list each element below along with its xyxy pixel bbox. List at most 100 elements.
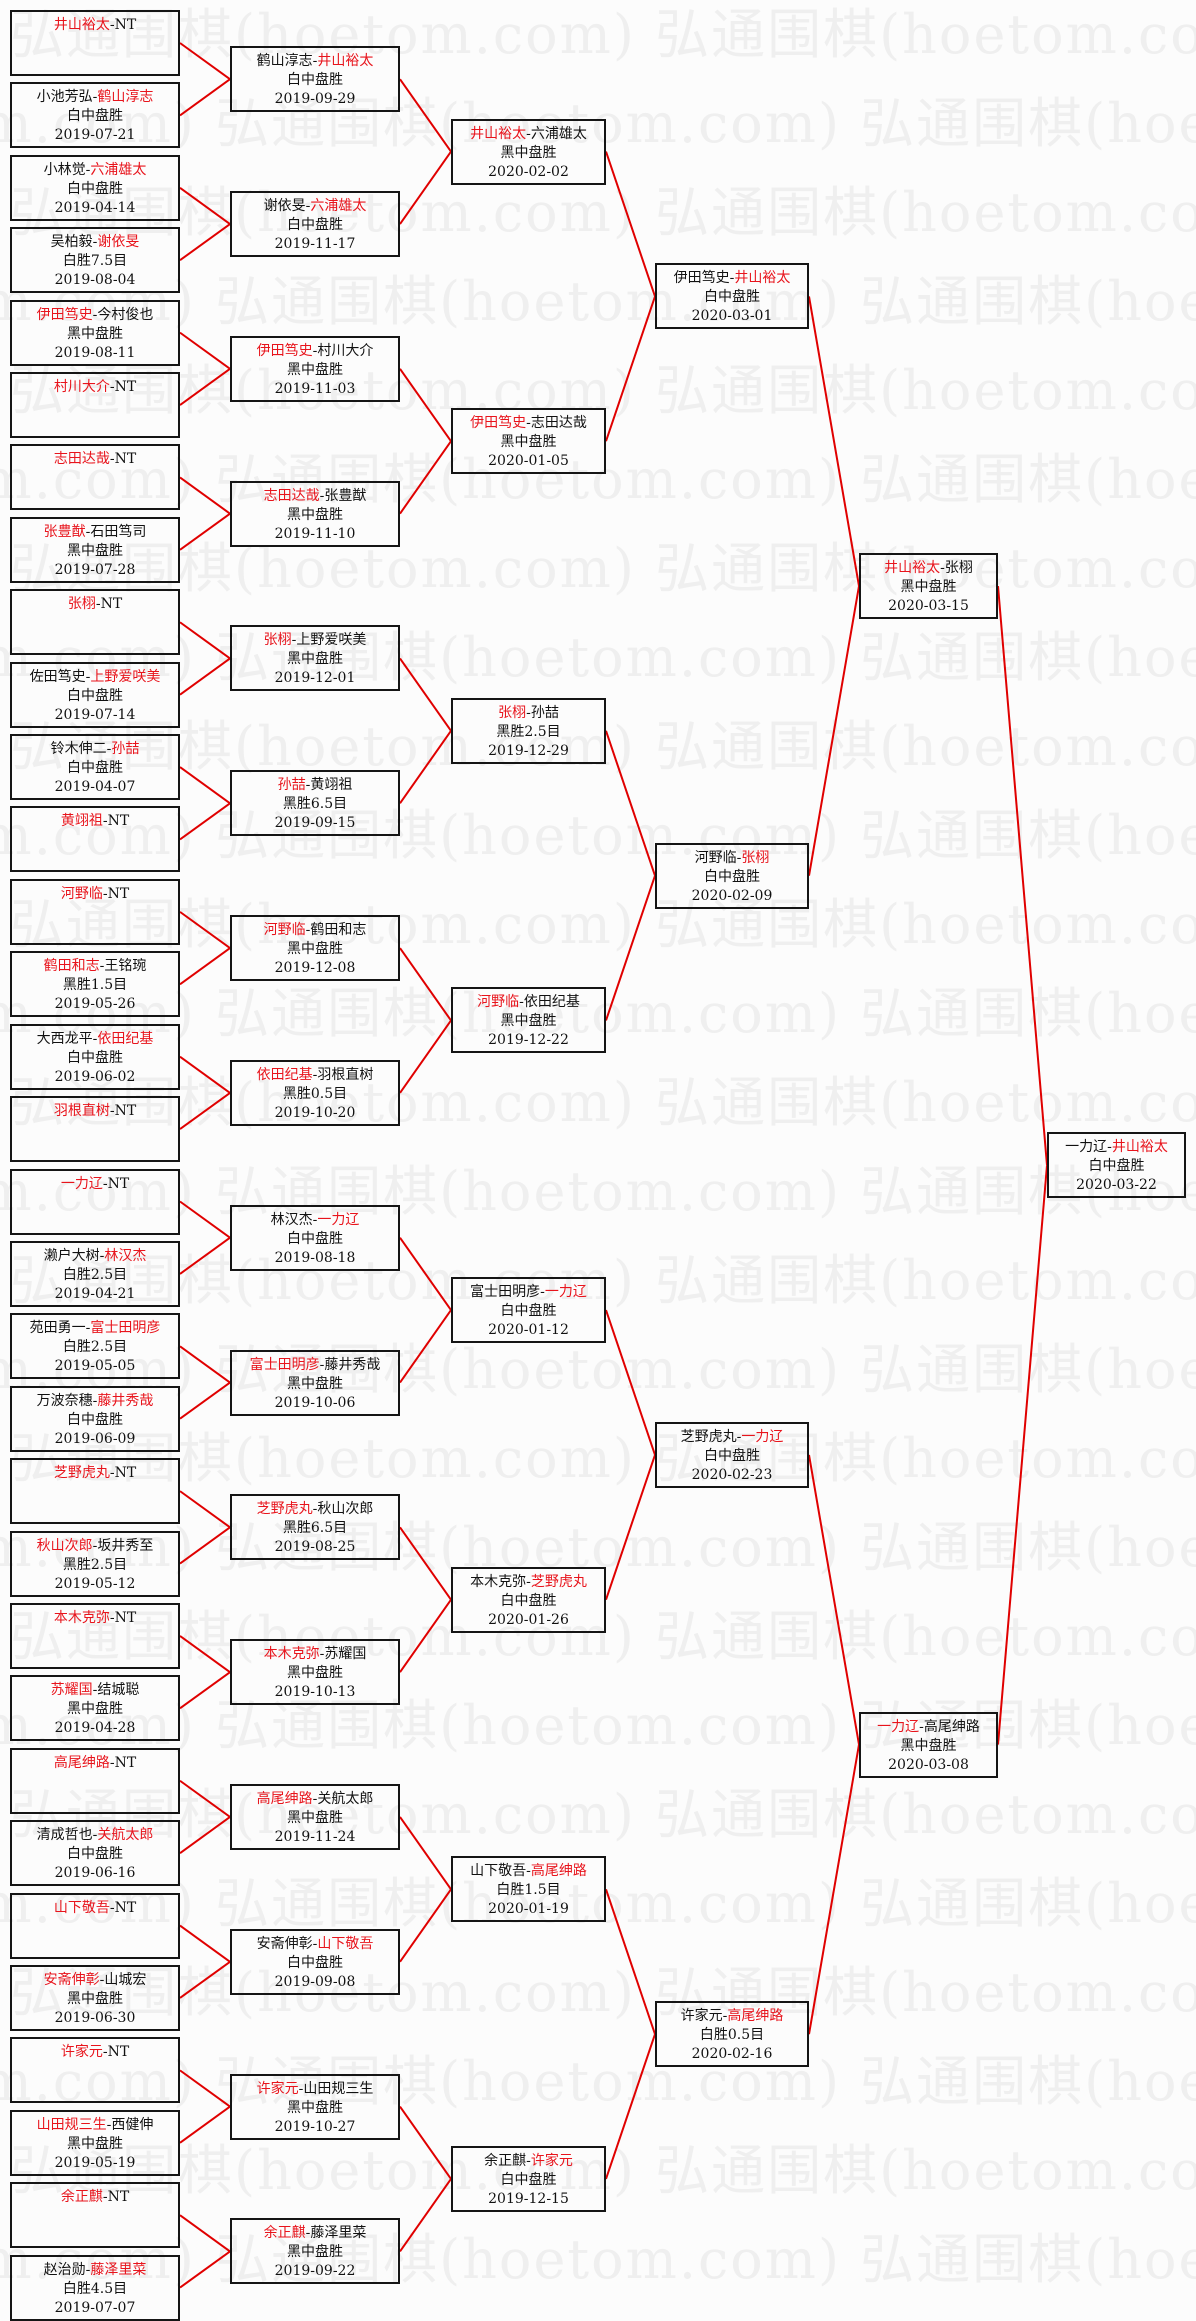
match-date: 2019-07-14 (54, 706, 136, 723)
match-date: 2019-08-11 (54, 344, 136, 361)
connector-line (179, 1924, 231, 1963)
separator: - (109, 379, 115, 396)
separator: - (319, 487, 325, 504)
match-date: 2019-05-12 (54, 1575, 136, 1592)
match-box: 许家元-NT (10, 2037, 180, 2104)
match-box: 余正麒-藤泽里菜 黑中盘胜 2019-09-22 (230, 2218, 400, 2285)
player-1: 张栩 (263, 632, 292, 649)
player-2: 张栩 (944, 560, 973, 577)
match-players: 小池芳弘-鹤山淳志 (12, 88, 178, 107)
match-result: 黑中盘胜 (287, 941, 343, 958)
match-date: 2019-04-07 (54, 779, 136, 796)
match-result: 黑中盘胜 (67, 325, 123, 342)
watermark-row: 弘通围棋(hoetom.com) 弘通围棋(hoetom.com) 弘通围棋(h… (10, 1071, 1196, 1134)
match-date: 2019-10-20 (274, 1104, 356, 1121)
match-box: 伊田笃史-今村俊也 黑中盘胜 2019-08-11 (10, 299, 180, 366)
match-box: 伊田笃史-志田达哉 黑中盘胜 2020-01-05 (451, 408, 606, 475)
match-date: 2019-12-15 (488, 2190, 569, 2207)
separator: - (312, 1790, 318, 1807)
match-result: 白胜2.5目 (62, 1266, 128, 1283)
separator: - (526, 2152, 531, 2169)
match-result: 黑中盘胜 (67, 1990, 123, 2007)
match-players: 伊田笃史-村川大介 (232, 342, 398, 361)
player-1: 鹤山淳志 (256, 53, 313, 70)
match-box: 井山裕太-张栩 黑中盘胜 2020-03-15 (859, 553, 998, 620)
player-2: NT (114, 1754, 137, 1771)
match-result: 白中盘胜 (287, 1230, 343, 1247)
connector-line (179, 1635, 231, 1673)
connector-line (179, 2250, 231, 2289)
match-players: 芝野虎丸-秋山次郎 (232, 1500, 398, 1519)
match-players: 依田纪基-羽根直树 (232, 1066, 398, 1085)
match-box: 铃木伸二-孙喆 白中盘胜 2019-04-07 (10, 734, 180, 801)
separator: - (312, 342, 318, 359)
player-2: 依田纪基 (523, 994, 580, 1011)
separator: - (312, 1211, 318, 1228)
separator: - (85, 2261, 91, 2278)
player-1: 芝野虎丸 (256, 1501, 313, 1518)
match-box: 余正麒-许家元 白中盘胜 2019-12-15 (451, 2145, 606, 2212)
match-box: 芝野虎丸-秋山次郎 黑胜6.5目 2019-08-25 (230, 1494, 400, 1561)
separator: - (109, 1754, 115, 1771)
match-date: 2019-07-28 (54, 561, 136, 578)
match-players: 黄翊祖-NT (12, 812, 178, 831)
separator: - (102, 885, 108, 902)
player-1: 山下敬吾 (470, 1863, 527, 1880)
match-box: 孙喆-黄翊祖 黑胜6.5目 2019-09-15 (230, 770, 400, 837)
match-box: 大西龙平-依田纪基 白中盘胜 2019-06-02 (10, 1023, 180, 1090)
player-2: 山田规三生 (303, 2080, 374, 2097)
player-2: 上野爱咲美 (296, 632, 367, 649)
match-result: 白中盘胜 (500, 1303, 557, 1320)
player-1: 井山裕太 (470, 125, 527, 142)
match-players: 张栩-NT (12, 595, 178, 614)
separator: - (109, 1899, 115, 1916)
match-players: 安斋伸彰-山下敬吾 (232, 1935, 398, 1954)
match-box: 山田规三生-西健伸 黑中盘胜 2019-05-19 (10, 2109, 180, 2176)
match-box: 伊田笃史-村川大介 黑中盘胜 2019-11-03 (230, 335, 400, 402)
match-box: 井山裕太-六浦雄太 黑中盘胜 2020-02-02 (451, 118, 606, 185)
player-2: 藤泽里菜 (310, 2225, 367, 2242)
separator: - (736, 849, 742, 866)
separator: - (85, 523, 91, 540)
connector-line (179, 802, 231, 841)
match-players: 井山裕太-张栩 (861, 559, 996, 578)
player-1: 张栩 (498, 704, 527, 721)
player-1: 一力辽 (877, 1718, 920, 1735)
player-2: 六浦雄太 (90, 161, 147, 178)
match-players: 本木克弥-苏耀国 (232, 1645, 398, 1664)
player-1: 余正麒 (60, 2189, 103, 2206)
match-players: 本木克弥-芝野虎丸 (453, 1573, 604, 1592)
player-1: 安斋伸彰 (256, 1935, 313, 1952)
player-1: 河野临 (694, 849, 737, 866)
separator: - (526, 1863, 531, 1880)
match-box: 鹤山淳志-井山裕太 白中盘胜 2019-09-29 (230, 46, 400, 113)
connector-line (605, 730, 656, 876)
player-1: 志田达哉 (53, 451, 110, 468)
player-1: 黄翊祖 (60, 813, 103, 830)
match-result: 黑中盘胜 (67, 2135, 123, 2152)
connector-line (179, 1092, 231, 1130)
match-players: 伊田笃史-志田达哉 (453, 414, 604, 433)
match-result: 白胜0.5目 (699, 2027, 765, 2044)
connector-line (179, 223, 231, 262)
separator: - (99, 1247, 105, 1264)
match-players: 一力辽-高尾绅路 (861, 1718, 996, 1737)
match-date: 2019-10-13 (274, 1684, 356, 1701)
match-box: 山下敬吾-高尾绅路 白胜1.5目 2020-01-19 (451, 1856, 606, 1923)
connector-line (605, 296, 656, 442)
match-result: 白中盘胜 (704, 868, 760, 885)
player-2: 井山裕太 (1111, 1139, 1168, 1156)
player-2: 六浦雄太 (530, 125, 587, 142)
connector-line (179, 1236, 231, 1275)
watermark-row: 弘通围棋(hoetom.com) 弘通围棋(hoetom.com) 弘通围棋(h… (0, 982, 1196, 1045)
match-box: 小林觉-六浦雄太 白中盘胜 2019-04-14 (10, 154, 180, 221)
player-2: NT (114, 17, 137, 33)
match-date: 2020-03-08 (888, 1756, 969, 1773)
player-1: 鹤田和志 (43, 958, 100, 975)
separator: - (109, 1103, 115, 1120)
connector-line (179, 2105, 231, 2144)
player-2: 山下敬吾 (317, 1935, 374, 1952)
player-2: 坂井秀至 (97, 1537, 154, 1554)
match-box: 依田纪基-羽根直树 黑胜0.5目 2019-10-20 (230, 1059, 400, 1126)
connector-line (399, 1599, 452, 1673)
